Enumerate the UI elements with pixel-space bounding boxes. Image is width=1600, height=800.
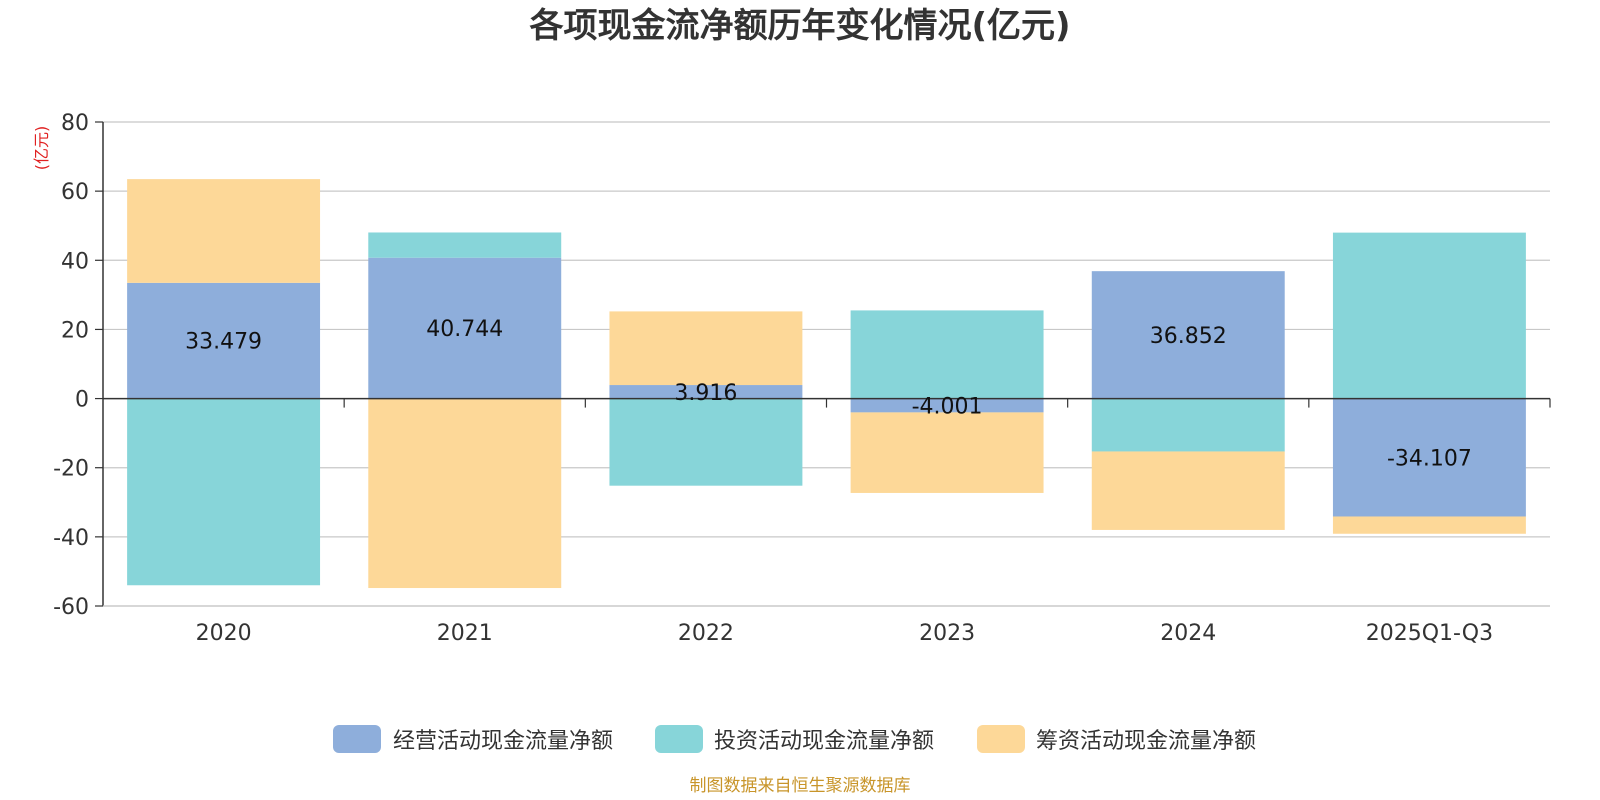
bar-series1-2023 [850,398,1044,413]
bar-series3-2020 [127,179,321,283]
bar-series3-2024 [1091,451,1285,530]
bar-series2-2020 [127,398,321,586]
bar-series2-2024 [1091,398,1285,452]
bar-series2-2025Q1-Q3 [1332,232,1526,399]
bar-series2-2022 [609,398,803,486]
axes: 80 60 40 20 0 -20 -40 -60 2020 2021 2022 2023 2024 20… [53,111,1551,646]
data-label-2021: 40.744 [426,317,503,342]
data-label-2023: -4.001 [912,394,983,419]
x-tick-label: 2025Q1-Q3 [1366,621,1493,646]
source-note: 制图数据来自恒生聚源数据库 [690,776,911,796]
legend: 经营活动现金流量净额 投资活动现金流量净额 筹资活动现金流量净额 [333,725,1256,754]
data-labels: 33.479 40.744 3.916 -4.001 36.852 -34.107 [185,317,1472,471]
x-tick-label: 2023 [919,621,975,646]
bar-series1-2021 [368,257,562,399]
legend-label-3: 筹资活动现金流量净额 [1036,729,1256,754]
y-tick-label: 80 [61,111,89,136]
bar-series1-2024 [1091,271,1285,399]
bar-series1-2022 [609,385,803,399]
data-label-2025Q1-Q3: -34.107 [1387,447,1472,472]
bar-series3-2022 [609,311,803,386]
y-tick-label: 60 [61,180,89,205]
bar-series2-2021 [368,232,562,258]
bar-series1-2025Q1-Q3 [1332,398,1526,517]
legend-swatch-3 [977,725,1025,753]
x-tick-label: 2020 [196,621,252,646]
y-axis-unit-label: (亿元) [32,126,51,171]
bar-series3-2023 [850,412,1044,493]
legend-label-1: 经营活动现金流量净额 [393,729,613,754]
chart-title: 各项现金流净额历年变化情况(亿元) [529,6,1070,46]
y-tick-label: -20 [53,457,89,482]
bar-series3-2021 [368,398,562,589]
y-tick-label: 20 [61,318,89,343]
bar-series2-2023 [850,310,1044,399]
legend-swatch-1 [333,725,381,753]
data-label-2020: 33.479 [185,330,262,355]
y-tick-label: -60 [53,595,89,620]
data-label-2022: 3.916 [674,381,737,406]
x-tick-label: 2021 [437,621,493,646]
y-tick-label: 40 [61,249,89,274]
legend-label-2: 投资活动现金流量净额 [714,729,934,754]
y-tick-label: 0 [75,388,89,413]
x-tick-label: 2024 [1160,621,1216,646]
bar-series1-2020 [127,282,321,399]
legend-swatch-2 [655,725,703,753]
x-tick-label: 2022 [678,621,734,646]
bars [127,179,1526,589]
bar-series3-2025Q1-Q3 [1332,516,1526,534]
y-tick-label: -40 [53,526,89,551]
data-label-2024: 36.852 [1150,324,1227,349]
